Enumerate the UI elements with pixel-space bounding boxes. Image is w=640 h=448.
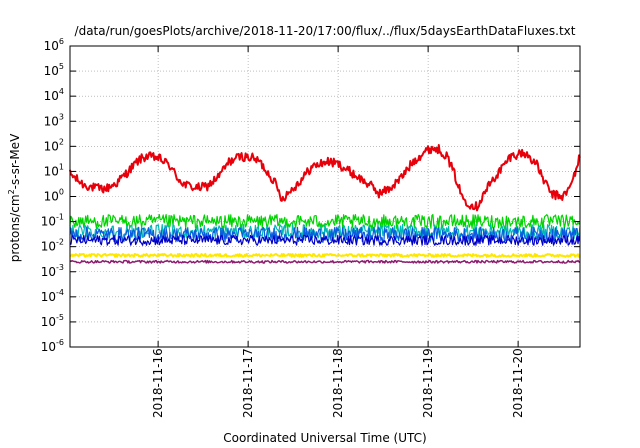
y-tick-label: 105 xyxy=(44,62,64,78)
y-tick-exp: 3 xyxy=(59,112,64,121)
x-tick-label: 2018-11-18 xyxy=(331,348,345,418)
y-tick-base: 10 xyxy=(41,265,56,279)
y-tick-base: 10 xyxy=(41,215,56,229)
x-tick-label: 2018-11-19 xyxy=(421,348,435,418)
y-tick-exp: 1 xyxy=(59,162,64,171)
y-tick-exp: -6 xyxy=(56,338,64,347)
y-tick-label: 10-5 xyxy=(41,313,64,329)
y-tick-exp: -1 xyxy=(56,213,64,222)
y-tick-exp: 5 xyxy=(59,62,64,71)
y-tick-base: 10 xyxy=(44,190,59,204)
x-axis-label: Coordinated Universal Time (UTC) xyxy=(223,431,426,445)
y-tick-base: 10 xyxy=(44,89,59,103)
series-line-2 xyxy=(69,214,581,230)
y-tick-label: 100 xyxy=(44,188,64,204)
y-tick-exp: 2 xyxy=(59,137,64,146)
y-tick-label: 104 xyxy=(44,87,64,103)
y-tick-base: 10 xyxy=(44,164,59,178)
y-axis-label-post: -s-sr-MeV xyxy=(8,133,22,189)
x-tick-label: 2018-11-20 xyxy=(511,348,525,418)
y-tick-label: 102 xyxy=(44,137,64,153)
x-axis-ticks: 2018-11-16 2018-11-17 2018-11-18 2018-11-19… xyxy=(151,46,525,418)
y-tick-exp: 4 xyxy=(59,87,64,96)
series-line-5 xyxy=(69,234,581,246)
y-tick-label: 10-2 xyxy=(41,238,64,254)
y-tick-label: 101 xyxy=(44,162,64,178)
y-axis-ticks: 10-610-510-410-310-210-11001011021031041… xyxy=(41,37,580,354)
y-tick-base: 10 xyxy=(41,240,56,254)
series-line-6 xyxy=(69,252,581,258)
y-tick-base: 10 xyxy=(44,64,59,78)
y-tick-label: 10-1 xyxy=(41,213,64,229)
y-axis-label: protons/cm2-s-sr-MeV xyxy=(7,133,22,262)
y-tick-base: 10 xyxy=(44,114,59,128)
series-layer xyxy=(69,144,581,264)
y-axis-label-pre: protons/cm xyxy=(8,194,22,262)
y-tick-label: 103 xyxy=(44,112,64,128)
y-tick-base: 10 xyxy=(41,340,56,354)
y-tick-label: 10-4 xyxy=(41,288,64,304)
chart-title: /data/run/goesPlots/archive/2018-11-20/1… xyxy=(75,24,576,38)
y-tick-exp: 0 xyxy=(59,188,64,197)
y-tick-exp: -3 xyxy=(56,263,64,272)
y-tick-exp: -2 xyxy=(56,238,64,247)
x-tick-label: 2018-11-17 xyxy=(241,348,255,418)
y-axis-label-sup: 2 xyxy=(7,189,16,194)
y-tick-exp: -4 xyxy=(56,288,64,297)
y-tick-base: 10 xyxy=(41,315,56,329)
y-tick-base: 10 xyxy=(41,290,56,304)
y-tick-base: 10 xyxy=(44,39,59,53)
y-tick-exp: 6 xyxy=(59,37,64,46)
x-tick-label: 2018-11-16 xyxy=(151,348,165,418)
y-tick-exp: -5 xyxy=(56,313,64,322)
series-line-7 xyxy=(69,259,581,264)
y-tick-label: 10-6 xyxy=(41,338,64,354)
y-tick-label: 10-3 xyxy=(41,263,64,279)
y-tick-base: 10 xyxy=(44,139,59,153)
series-line-1 xyxy=(69,144,581,212)
grid-lines xyxy=(70,46,580,347)
y-tick-label: 106 xyxy=(44,37,64,53)
